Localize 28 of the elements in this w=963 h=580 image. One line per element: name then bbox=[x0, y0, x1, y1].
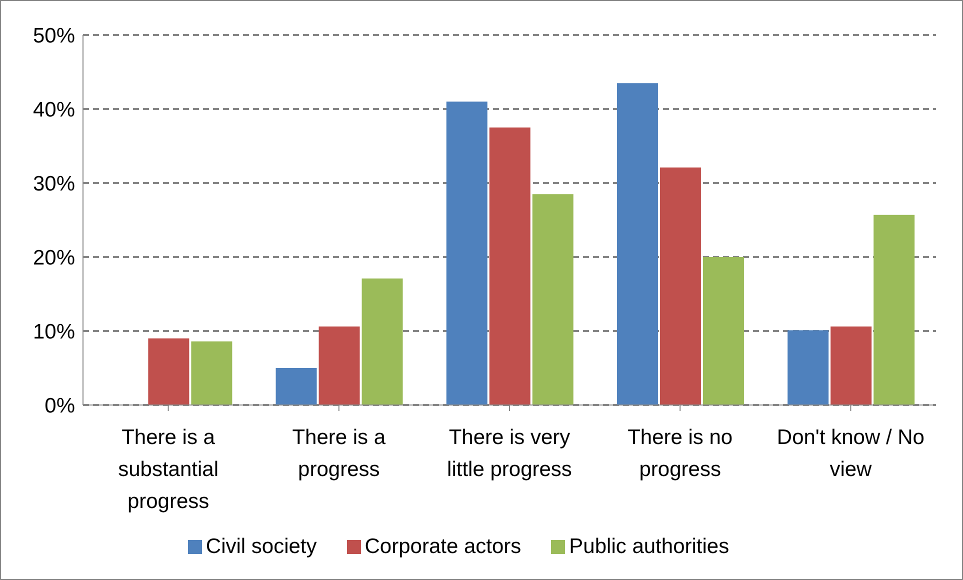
bar bbox=[702, 257, 744, 405]
bar bbox=[874, 214, 915, 405]
y-tick-label: 40% bbox=[32, 98, 75, 122]
x-tick-label: Don't know / No view bbox=[776, 426, 924, 481]
bar bbox=[489, 128, 530, 405]
bar bbox=[191, 341, 232, 405]
bar bbox=[318, 326, 360, 405]
bar bbox=[148, 338, 190, 405]
x-tick-label: There is very little progress bbox=[447, 426, 572, 481]
bar bbox=[276, 368, 317, 405]
bar bbox=[830, 326, 872, 405]
legend-label: Public authorities bbox=[569, 535, 730, 558]
y-tick-label: 10% bbox=[32, 320, 75, 344]
x-tick-label: There is a substantial progress bbox=[118, 426, 219, 513]
bar bbox=[446, 102, 488, 405]
bar bbox=[788, 330, 829, 405]
bar bbox=[532, 194, 574, 405]
y-tick-label: 50% bbox=[32, 24, 75, 48]
y-tick-label: 20% bbox=[32, 246, 75, 270]
bar bbox=[616, 83, 658, 405]
x-tick-label: There is no progress bbox=[628, 426, 733, 481]
y-tick-label: 0% bbox=[44, 394, 75, 418]
legend-label: Corporate actors bbox=[364, 535, 522, 558]
legend-label: Civil society bbox=[206, 535, 317, 558]
x-tick-label: There is a progress bbox=[292, 426, 386, 481]
y-tick-label: 30% bbox=[32, 172, 75, 196]
bar bbox=[660, 167, 701, 405]
bar bbox=[362, 278, 403, 405]
